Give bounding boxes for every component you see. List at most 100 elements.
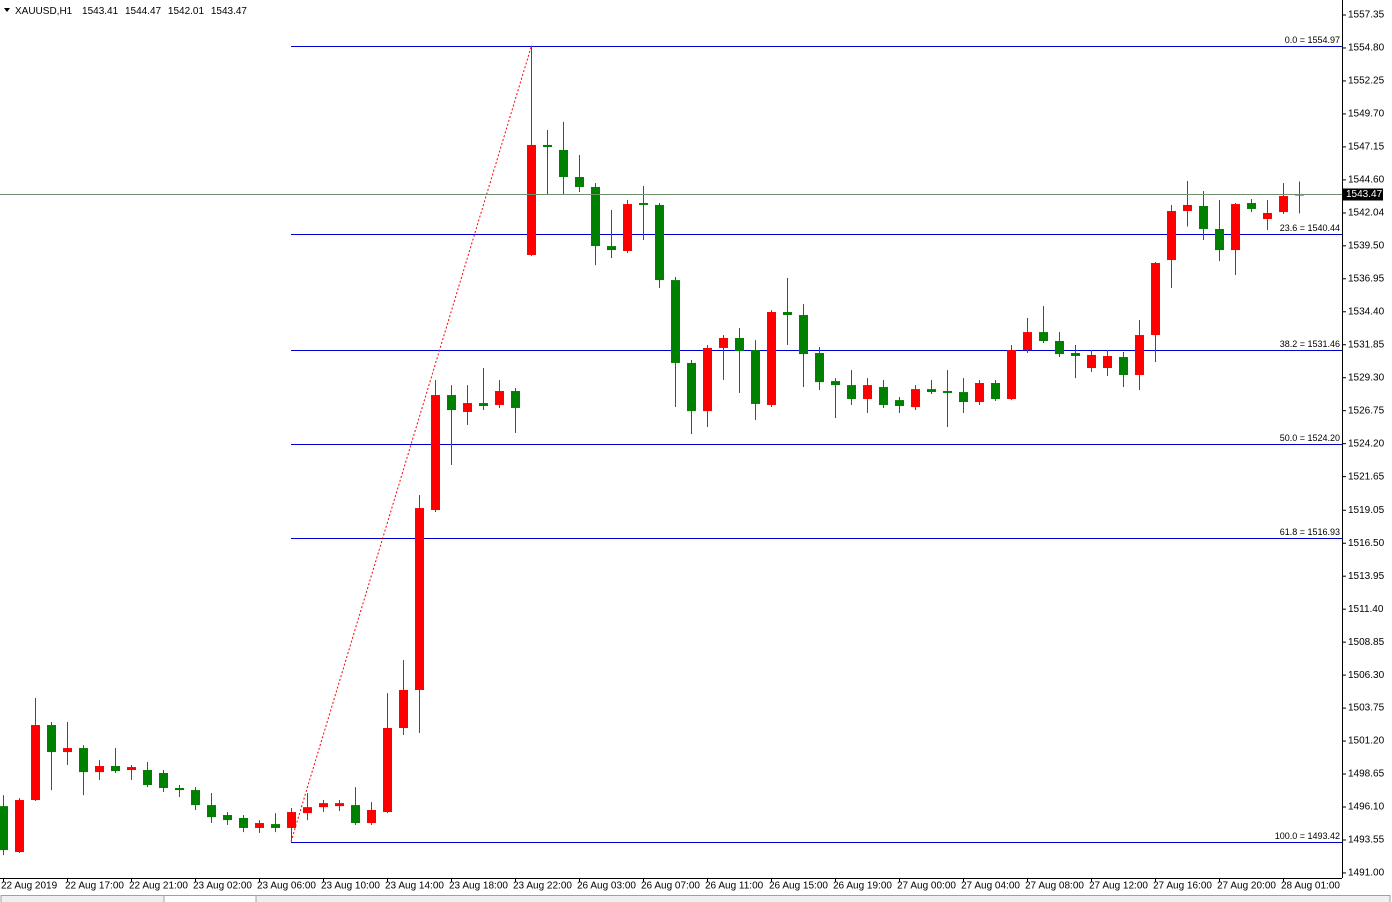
x-tick-label: 27 Aug 08:00	[1025, 881, 1084, 892]
candle-body	[223, 815, 232, 821]
candle-body	[1087, 354, 1096, 369]
candle-body	[207, 805, 216, 818]
y-tick-label: 1503.75	[1348, 703, 1385, 714]
candle-body	[367, 809, 376, 824]
candle-body	[111, 766, 120, 772]
fibonacci-trendline	[290, 45, 532, 842]
candle-body	[255, 823, 264, 828]
candle-body	[479, 403, 488, 407]
x-tick-label: 26 Aug 11:00	[705, 881, 764, 892]
candle-body	[303, 807, 312, 814]
candle-body	[767, 312, 776, 405]
candle-body	[559, 149, 568, 178]
candle-body	[799, 314, 808, 355]
candle-body	[751, 350, 760, 404]
candle-body	[847, 385, 856, 400]
candle-body	[335, 803, 344, 807]
candle-body	[687, 362, 696, 412]
candle-body	[623, 204, 632, 251]
y-tick-label: 1534.40	[1348, 306, 1385, 317]
x-tick-label: 23 Aug 14:00	[385, 881, 444, 892]
candle-body	[511, 391, 520, 408]
candle-body	[703, 347, 712, 412]
candle-body	[79, 748, 88, 773]
candle-body	[831, 381, 840, 386]
fibonacci-label: 38.2 = 1531.46	[1280, 339, 1340, 349]
x-tick-label: 23 Aug 22:00	[513, 881, 572, 892]
y-tick-label: 1501.20	[1348, 736, 1385, 747]
last-low: 1542.01	[168, 6, 205, 17]
candle-body	[431, 395, 440, 510]
y-tick-label: 1511.40	[1348, 604, 1384, 615]
candle-body	[671, 280, 680, 363]
x-tick-label: 27 Aug 04:00	[961, 881, 1020, 892]
x-tick-label: 27 Aug 20:00	[1217, 881, 1276, 892]
candle-body	[591, 186, 600, 247]
y-tick-label: 1557.35	[1348, 10, 1385, 21]
y-tick-label: 1508.85	[1348, 637, 1385, 648]
candle-body	[319, 803, 328, 808]
candle-body	[495, 391, 504, 405]
candle-body	[351, 805, 360, 824]
chart-tab-active[interactable]	[163, 895, 257, 902]
candle-body	[1071, 353, 1080, 356]
candle-body	[63, 748, 72, 753]
y-tick-label: 1521.65	[1348, 471, 1385, 482]
candle-body	[959, 392, 968, 403]
y-tick-label: 1536.95	[1348, 273, 1385, 284]
chart-title: XAUUSD,H1 1543.41 1544.47 1542.01 1543.4…	[15, 6, 247, 17]
fibonacci-label: 61.8 = 1516.93	[1280, 527, 1340, 537]
x-tick-label: 27 Aug 00:00	[897, 881, 956, 892]
candle-body	[815, 353, 824, 383]
candle-body	[1199, 205, 1208, 230]
x-tick-label: 23 Aug 18:00	[449, 881, 508, 892]
candle-body	[895, 400, 904, 407]
y-tick-label: 1544.60	[1348, 175, 1385, 186]
candle-body	[0, 806, 8, 851]
y-tick-label: 1498.65	[1348, 769, 1385, 780]
candle-body	[1183, 204, 1192, 212]
candle-body	[1055, 340, 1064, 355]
y-tick-label: 1542.04	[1348, 208, 1385, 219]
candle-body	[1231, 204, 1240, 251]
y-tick-label: 1539.50	[1348, 240, 1385, 251]
x-tick-label: 26 Aug 19:00	[833, 881, 892, 892]
x-tick-label: 23 Aug 10:00	[321, 881, 380, 892]
candle-body	[575, 177, 584, 187]
fibonacci-label: 100.0 = 1493.42	[1275, 831, 1340, 841]
candle-body	[655, 204, 664, 281]
y-tick-label: 1547.15	[1348, 142, 1385, 153]
candle-body	[543, 144, 552, 148]
chart-tab[interactable]	[0, 895, 165, 902]
candle-body	[783, 312, 792, 315]
y-tick-label: 1496.10	[1348, 802, 1385, 813]
fibonacci-label: 0.0 = 1554.97	[1285, 35, 1340, 45]
last-open: 1543.41	[82, 6, 119, 17]
candle-body	[287, 812, 296, 828]
current-price-box	[1343, 188, 1383, 201]
candle-body	[1263, 212, 1272, 220]
y-tick-label: 1524.20	[1348, 438, 1385, 449]
fibonacci-label: 23.6 = 1540.44	[1280, 223, 1340, 233]
candle-body	[31, 725, 40, 801]
y-tick-label: 1493.55	[1348, 835, 1385, 846]
candle-body	[1023, 332, 1032, 351]
y-tick-label: 1506.30	[1348, 670, 1385, 681]
candle-body	[239, 818, 248, 828]
candle-body	[863, 385, 872, 400]
candle-body	[975, 383, 984, 403]
symbol-menu-arrow[interactable]	[4, 8, 10, 12]
candle-body	[639, 203, 648, 205]
y-tick-label: 1526.75	[1348, 405, 1385, 416]
x-tick-label: 22 Aug 2019	[1, 881, 58, 892]
candle-body	[399, 689, 408, 729]
candle-body	[1103, 355, 1112, 369]
y-tick-label: 1529.30	[1348, 372, 1385, 383]
x-tick-label: 27 Aug 16:00	[1153, 881, 1212, 892]
candle-body	[191, 790, 200, 806]
candle-body	[943, 391, 952, 393]
candle-body	[927, 389, 936, 393]
y-tick-label: 1491.00	[1348, 868, 1385, 879]
